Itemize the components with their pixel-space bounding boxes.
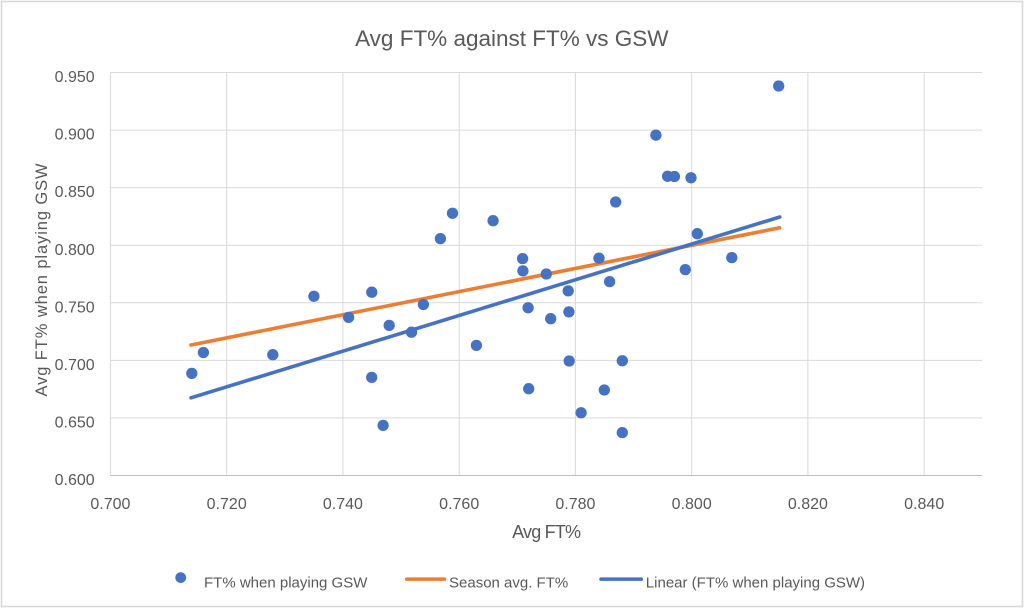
svg-text:Avg FT% against FT% vs GSW: Avg FT% against FT% vs GSW <box>355 26 669 51</box>
svg-text:0.900: 0.900 <box>55 127 95 144</box>
svg-text:Avg FT% when playing GSW: Avg FT% when playing GSW <box>33 162 51 396</box>
svg-text:0.720: 0.720 <box>207 496 247 513</box>
svg-text:Season avg. FT%: Season avg. FT% <box>449 575 568 592</box>
svg-text:0.740: 0.740 <box>323 496 363 513</box>
svg-text:0.820: 0.820 <box>788 496 828 513</box>
svg-text:FT% when playing GSW: FT% when playing GSW <box>204 575 368 592</box>
svg-text:0.800: 0.800 <box>55 242 95 259</box>
svg-text:0.780: 0.780 <box>555 496 595 513</box>
svg-text:0.850: 0.850 <box>55 184 95 201</box>
svg-text:0.600: 0.600 <box>55 472 95 489</box>
svg-text:Linear (FT% when playing GSW): Linear (FT% when playing GSW) <box>646 575 865 592</box>
svg-text:0.760: 0.760 <box>439 496 479 513</box>
svg-text:0.750: 0.750 <box>55 299 95 316</box>
svg-text:0.700: 0.700 <box>90 496 130 513</box>
svg-text:0.800: 0.800 <box>672 496 712 513</box>
svg-text:Avg FT%: Avg FT% <box>512 522 581 542</box>
svg-text:0.950: 0.950 <box>55 69 95 86</box>
svg-text:0.840: 0.840 <box>904 496 944 513</box>
svg-text:0.700: 0.700 <box>55 357 95 374</box>
svg-text:0.650: 0.650 <box>55 415 95 432</box>
